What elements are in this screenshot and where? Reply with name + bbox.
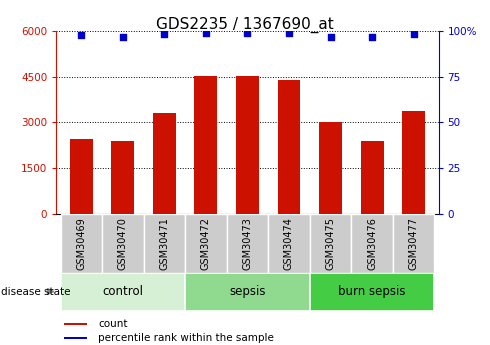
Text: GSM30470: GSM30470 [118, 217, 128, 270]
Bar [153, 113, 176, 214]
Point [285, 30, 293, 36]
Text: GSM30469: GSM30469 [76, 217, 86, 269]
Bar [111, 141, 134, 214]
Bar [319, 122, 342, 214]
Bar [236, 76, 259, 214]
Bar [393, 214, 435, 273]
Bar [70, 139, 93, 214]
Bar [277, 80, 300, 214]
Point [368, 34, 376, 39]
Bar [195, 76, 218, 214]
Bar [102, 214, 144, 273]
Point [160, 31, 168, 37]
Point [119, 34, 127, 39]
Bar [227, 214, 268, 273]
Point [410, 31, 417, 37]
Bar [351, 214, 393, 273]
Text: GSM30473: GSM30473 [243, 217, 252, 270]
Text: percentile rank within the sample: percentile rank within the sample [98, 333, 274, 343]
Bar [144, 214, 185, 273]
Bar [361, 141, 384, 214]
Bar [310, 214, 351, 273]
Bar [64, 323, 87, 325]
Text: sepsis: sepsis [229, 285, 266, 298]
Bar [268, 214, 310, 273]
Text: burn sepsis: burn sepsis [338, 285, 406, 298]
Bar [185, 214, 227, 273]
Point [202, 30, 210, 36]
Text: disease state: disease state [1, 287, 71, 296]
Text: GSM30475: GSM30475 [325, 217, 336, 270]
Bar [310, 273, 435, 310]
Text: GSM30476: GSM30476 [367, 217, 377, 270]
Text: GSM30477: GSM30477 [409, 217, 418, 270]
Bar [60, 214, 102, 273]
Bar [402, 111, 425, 214]
Bar [185, 273, 310, 310]
Text: GSM30471: GSM30471 [159, 217, 170, 270]
Bar [64, 337, 87, 339]
Text: GDS2235 / 1367690_at: GDS2235 / 1367690_at [156, 17, 334, 33]
Text: control: control [102, 285, 143, 298]
Text: count: count [98, 319, 128, 329]
Point [244, 30, 251, 36]
Bar [60, 273, 185, 310]
Text: GSM30474: GSM30474 [284, 217, 294, 270]
Point [77, 32, 85, 38]
Point [327, 34, 335, 39]
Text: GSM30472: GSM30472 [201, 217, 211, 270]
